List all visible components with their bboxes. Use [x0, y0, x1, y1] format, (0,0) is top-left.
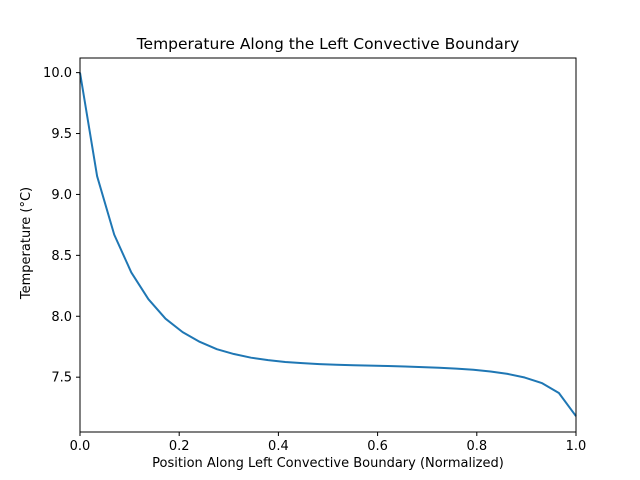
y-tick-label-0: 7.5	[51, 371, 72, 386]
x-tick-label-1: 0.2	[169, 439, 190, 454]
y-tick-label-4: 9.5	[51, 127, 72, 142]
y-tick-label-2: 8.5	[51, 249, 72, 264]
x-axis-label: Position Along Left Convective Boundary …	[152, 456, 504, 471]
y-tick-label-1: 8.0	[51, 310, 72, 325]
plot-area: 0.0 0.2 0.4 0.6 0.8 1.0 7.5 8.0 8.5 9.0 9.5 10.0	[43, 57, 587, 454]
axes-frame	[79, 57, 577, 433]
x-tick-label-2: 0.4	[268, 439, 289, 454]
y-tick-label-3: 9.0	[51, 188, 72, 203]
x-tick-label-5: 1.0	[566, 439, 587, 454]
series-line-0	[79, 72, 577, 417]
x-tick-label-0: 0.0	[70, 439, 91, 454]
y-axis-label: Temperature (°C)	[19, 187, 34, 300]
y-tick-label-5: 10.0	[43, 66, 72, 81]
x-tick-label-4: 0.8	[466, 439, 487, 454]
chart-title: Temperature Along the Left Convective Bo…	[136, 35, 520, 53]
x-tick-label-3: 0.6	[367, 439, 388, 454]
